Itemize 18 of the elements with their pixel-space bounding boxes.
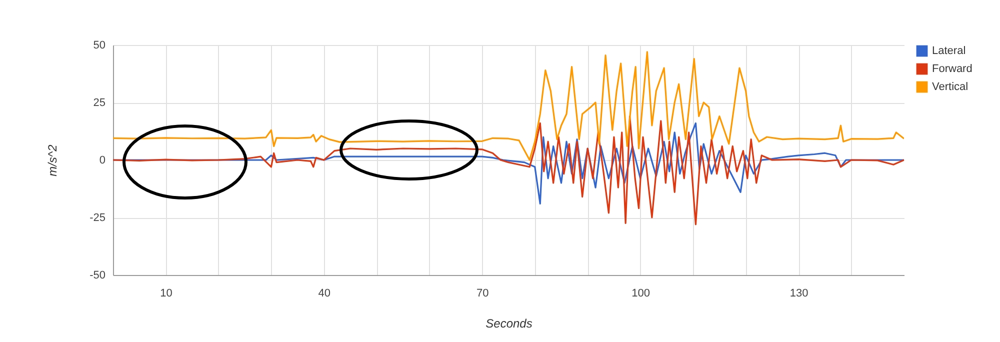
x-tick-label: 100 — [632, 288, 650, 300]
x-tick-label: 40 — [318, 288, 331, 300]
legend-label: Vertical — [932, 81, 968, 93]
x-tick-label: 10 — [160, 288, 172, 300]
y-tick-label: -50 — [90, 270, 106, 282]
y-tick-label: 25 — [93, 97, 106, 109]
y-tick-label: -25 — [90, 212, 106, 224]
line-series — [113, 51, 904, 161]
y-axis-title: m/s^2 — [46, 144, 60, 176]
x-tick-label: 130 — [790, 288, 808, 300]
x-tick-label: 70 — [476, 288, 489, 300]
legend-label: Lateral — [932, 45, 966, 57]
line-series — [113, 116, 904, 226]
line-series — [113, 122, 904, 204]
legend-label: Forward — [932, 63, 972, 75]
y-tick-label: 0 — [99, 154, 106, 166]
y-tick-label: 50 — [93, 40, 106, 52]
x-axis-title: Seconds — [486, 316, 532, 330]
